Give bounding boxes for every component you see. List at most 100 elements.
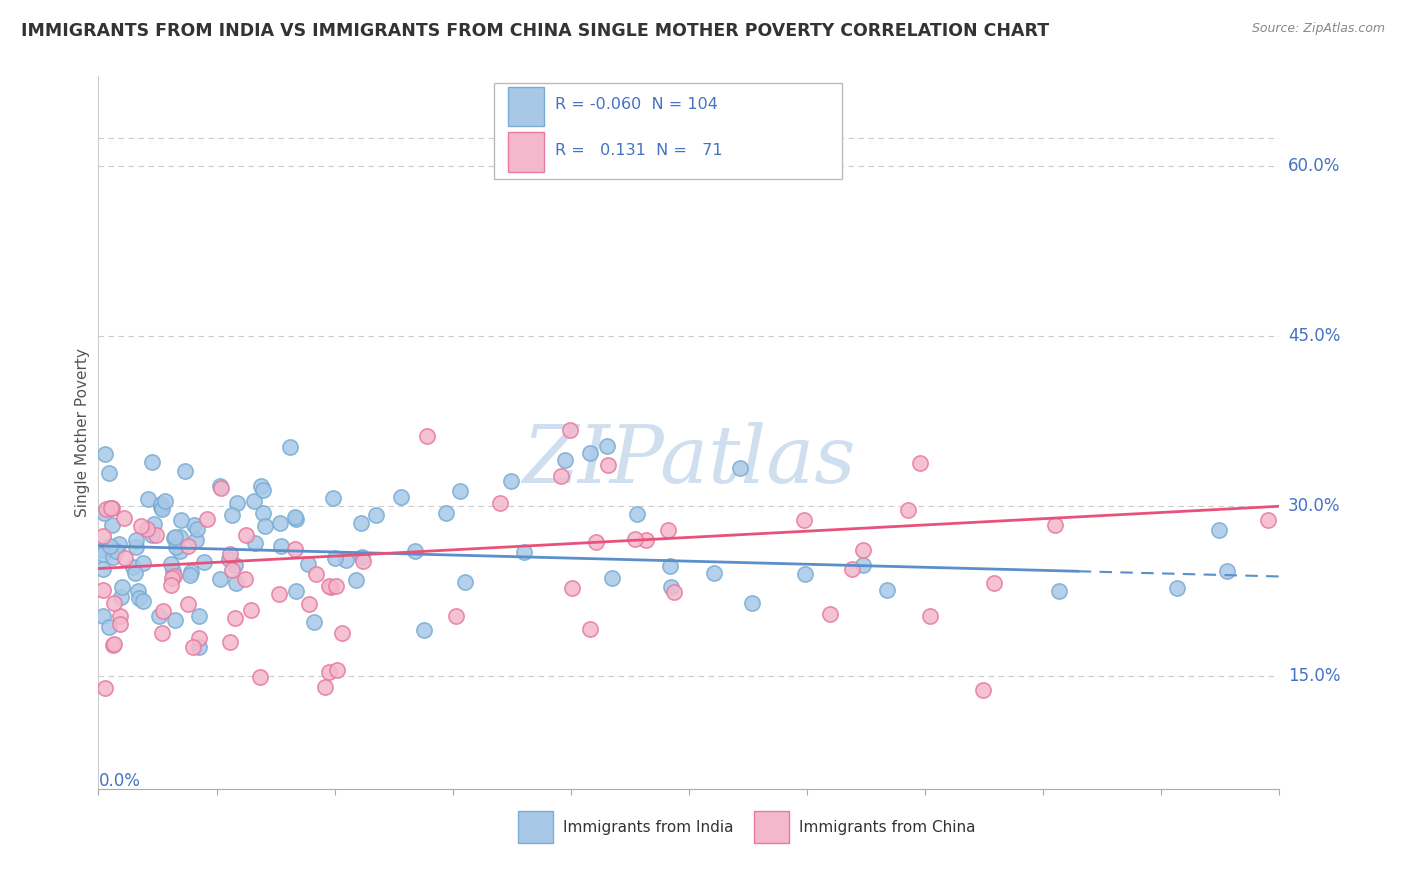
Point — [141, 528, 163, 542]
Point — [100, 500, 122, 515]
Point — [662, 585, 685, 599]
Point — [404, 544, 426, 558]
Point — [186, 522, 208, 536]
Point — [344, 574, 367, 588]
Point — [434, 506, 457, 520]
Point — [1208, 523, 1230, 537]
Point — [121, 560, 143, 574]
Point — [111, 580, 134, 594]
Point — [174, 464, 197, 478]
Point — [165, 613, 187, 627]
Point — [920, 608, 942, 623]
Point — [218, 634, 240, 648]
Point — [91, 562, 114, 576]
Point — [364, 508, 387, 523]
Point — [169, 530, 191, 544]
Point — [550, 469, 572, 483]
Point — [658, 559, 681, 574]
Point — [335, 552, 357, 566]
Point — [454, 574, 477, 589]
Point — [94, 447, 117, 461]
Text: 15.0%: 15.0% — [1288, 667, 1340, 685]
Point — [233, 572, 256, 586]
Point — [177, 539, 200, 553]
Point — [512, 545, 534, 559]
Text: R = -0.060  N = 104: R = -0.060 N = 104 — [555, 96, 718, 112]
Point — [741, 596, 763, 610]
Point — [1216, 564, 1239, 578]
Point — [195, 512, 218, 526]
Point — [1043, 517, 1066, 532]
Point — [98, 467, 121, 481]
Point — [820, 607, 842, 621]
Point — [297, 557, 319, 571]
Point — [852, 543, 875, 558]
Point — [501, 475, 523, 489]
Text: Immigrants from India: Immigrants from India — [562, 820, 733, 835]
Point — [103, 637, 125, 651]
Point — [910, 456, 932, 470]
Text: IMMIGRANTS FROM INDIA VS IMMIGRANTS FROM CHINA SINGLE MOTHER POVERTY CORRELATION: IMMIGRANTS FROM INDIA VS IMMIGRANTS FROM… — [21, 22, 1049, 40]
Point — [136, 522, 159, 536]
Bar — [508, 87, 544, 127]
Point — [131, 557, 153, 571]
Point — [136, 492, 159, 507]
Point — [728, 461, 751, 475]
Point — [188, 640, 211, 655]
Point — [91, 547, 114, 561]
Point — [330, 626, 353, 640]
Point — [325, 579, 347, 593]
Point — [141, 455, 163, 469]
Point — [127, 584, 149, 599]
Point — [350, 550, 373, 565]
Point — [596, 439, 619, 453]
Point — [1166, 581, 1188, 595]
Point — [389, 490, 412, 504]
Bar — [754, 811, 789, 843]
Point — [322, 491, 344, 506]
Point — [284, 583, 307, 598]
Point — [169, 544, 191, 558]
Point — [444, 608, 467, 623]
Point — [183, 640, 205, 654]
Text: 30.0%: 30.0% — [1288, 497, 1340, 516]
Point — [284, 510, 307, 524]
Point — [1047, 584, 1070, 599]
Point — [208, 572, 231, 586]
Point — [148, 609, 170, 624]
Point — [221, 562, 243, 576]
Point — [145, 528, 167, 542]
Point — [209, 481, 232, 495]
Point — [280, 441, 302, 455]
Point — [98, 619, 121, 633]
Point — [219, 548, 242, 562]
Point — [579, 446, 602, 460]
Point — [224, 610, 246, 624]
Point — [596, 458, 619, 472]
Text: Source: ZipAtlas.com: Source: ZipAtlas.com — [1251, 22, 1385, 36]
Point — [897, 502, 920, 516]
Point — [972, 683, 994, 698]
Point — [131, 519, 153, 533]
Point — [353, 554, 375, 568]
Point — [149, 500, 172, 514]
Point — [114, 551, 136, 566]
Point — [284, 542, 307, 557]
Point — [225, 575, 247, 590]
Point — [224, 558, 246, 573]
Point — [91, 582, 114, 597]
Text: R =   0.131  N =   71: R = 0.131 N = 71 — [555, 143, 723, 158]
Point — [170, 513, 193, 527]
Point — [703, 566, 725, 580]
Text: Immigrants from China: Immigrants from China — [799, 820, 976, 835]
Point — [124, 566, 146, 580]
Y-axis label: Single Mother Poverty: Single Mother Poverty — [75, 348, 90, 517]
Point — [108, 536, 131, 550]
Point — [579, 623, 602, 637]
Point — [243, 493, 266, 508]
Point — [235, 528, 257, 542]
Point — [267, 587, 290, 601]
Point — [177, 598, 200, 612]
Point — [270, 540, 292, 554]
Bar — [508, 132, 544, 171]
